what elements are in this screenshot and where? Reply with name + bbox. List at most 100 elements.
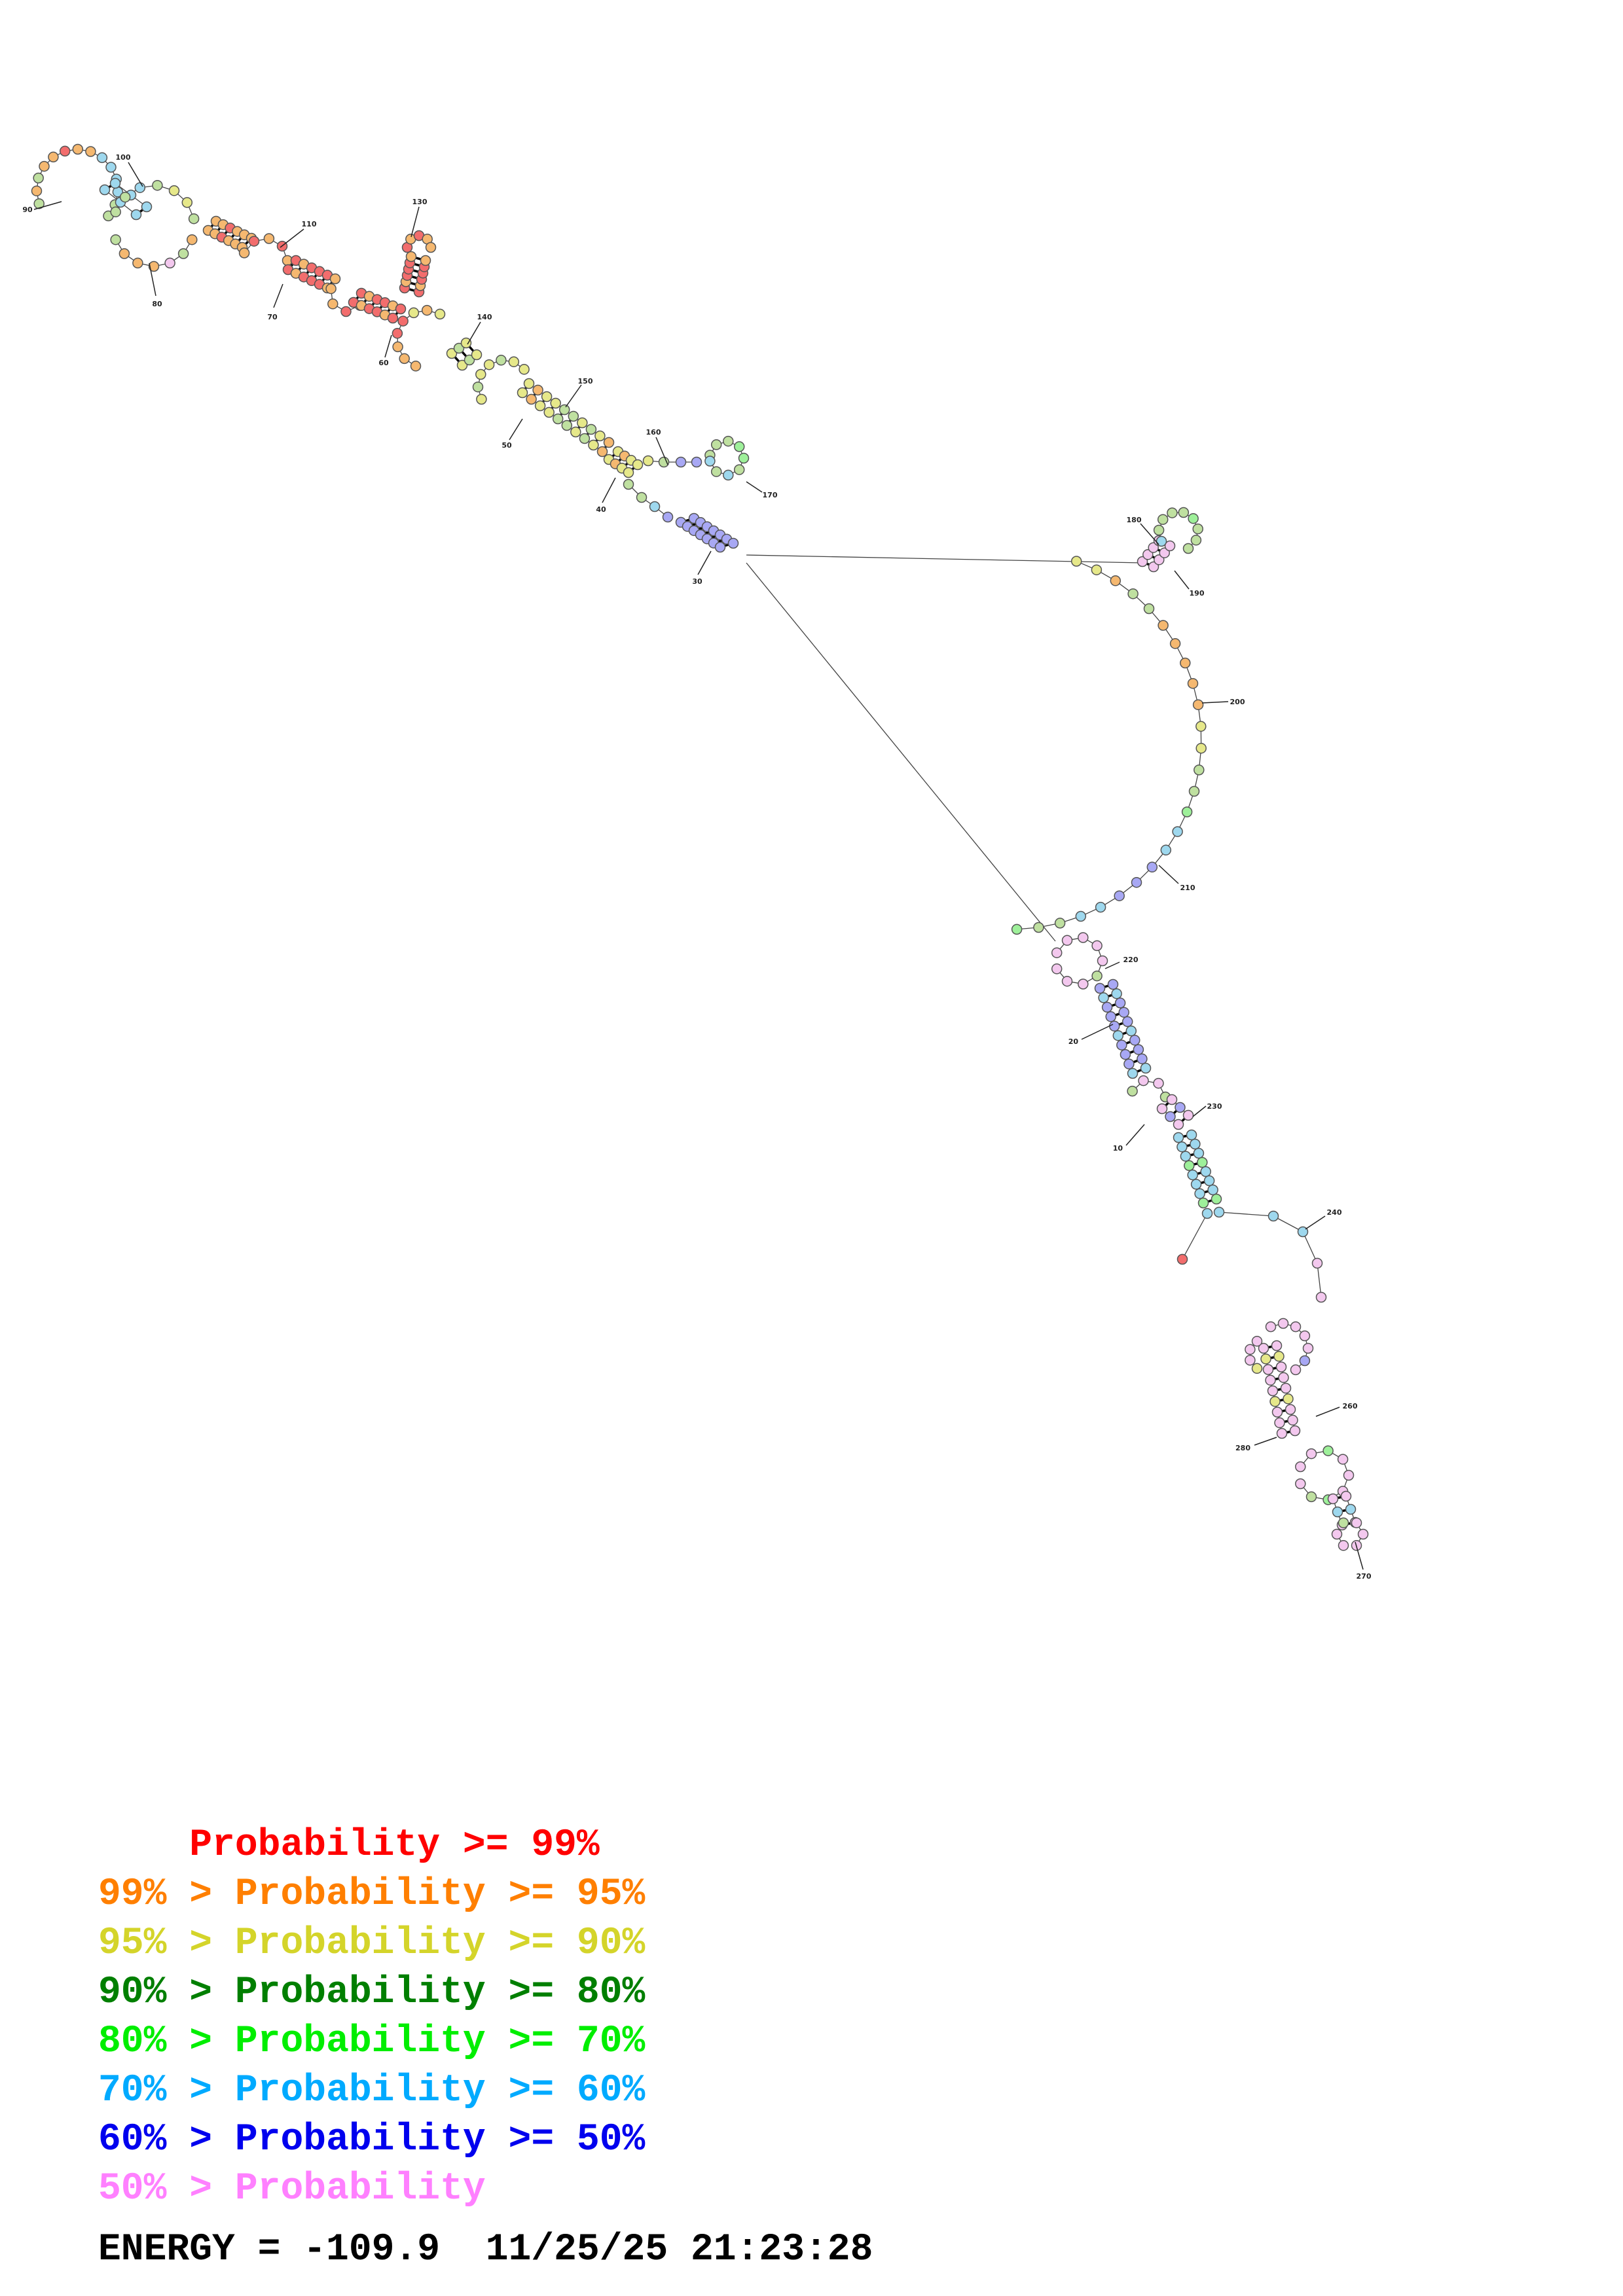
nucleotide [1156,535,1167,547]
nucleotide [105,162,117,173]
nucleotide [1116,1039,1127,1050]
tick-50 [509,418,523,440]
nucleotide [395,303,407,315]
backbone-segment [1302,1231,1318,1264]
nucleotide [1078,978,1089,990]
nt-label-220: 220 [1123,956,1139,964]
nucleotide [1120,1049,1131,1060]
nucleotide [1157,514,1169,525]
nucleotide [1172,826,1183,837]
legend-row-prefix [98,1824,189,1867]
nucleotide [1164,540,1176,552]
tick-110 [280,228,304,248]
backbone-segment [1218,1211,1274,1217]
nucleotide [1262,1364,1274,1375]
legend-row-prefix: 60% > [98,2119,235,2161]
nucleotide [1098,992,1109,1003]
nucleotide [33,172,44,184]
nucleotide [177,248,189,259]
nucleotide [1289,1425,1301,1437]
tick-100 [128,162,143,187]
nucleotide [1295,1461,1306,1473]
tick-10 [1125,1124,1145,1146]
nucleotide [552,413,564,425]
nucleotide [1271,1340,1283,1352]
nucleotide [1327,1493,1339,1505]
nucleotide-layer [31,143,1369,1551]
nucleotide [1265,1374,1276,1386]
nucleotide [1251,1363,1263,1374]
nucleotide [1195,721,1207,732]
tick-210 [1158,865,1179,884]
nucleotide [1265,1321,1277,1333]
nucleotide [1160,844,1172,856]
nucleotide [1340,1490,1352,1502]
nucleotide [1299,1330,1311,1342]
legend-row: Probability >= 99% [98,1821,1080,1870]
nucleotide [471,349,483,361]
nucleotide [691,456,702,468]
tick-40 [602,477,616,503]
nucleotide [1186,1129,1197,1141]
nucleotide [1169,638,1181,649]
nt-label-180: 180 [1127,516,1142,524]
nucleotide [1299,1355,1311,1367]
nucleotide [1331,1528,1343,1540]
nucleotide [188,213,200,224]
tick-240 [1305,1215,1326,1230]
legend-row: 95% > Probability >= 90% [98,1919,1080,1968]
legend-row-label: Probability >= 60% [234,2070,646,2112]
nucleotide [1094,982,1106,994]
nucleotide [446,348,458,359]
nucleotide [1114,890,1125,901]
legend-row-prefix: 99% > [98,1873,235,1916]
energy-timestamp-footer: ENERGY = -109.9 11/25/25 21:23:28 [98,2229,873,2271]
nucleotide [1114,997,1126,1009]
nucleotide [141,201,153,213]
nucleotide [541,391,553,403]
nucleotide [453,342,465,354]
nucleotide [387,312,399,324]
nucleotide [710,439,722,450]
nucleotide [96,152,108,164]
legend-row: 90% > Probability >= 80% [98,1968,1080,2017]
nt-label-110: 110 [302,220,317,228]
nucleotide [1260,1354,1271,1365]
nucleotide [1207,1184,1218,1196]
nucleotide [727,537,739,549]
nucleotide [1091,564,1103,575]
nucleotide [1337,1454,1349,1465]
nucleotide [1122,1016,1133,1028]
nucleotide [568,410,579,422]
nucleotide [1190,1138,1201,1150]
nucleotide [1322,1445,1334,1456]
nucleotide [1276,1427,1288,1439]
tick-70 [273,283,283,308]
nt-label-240: 240 [1327,1208,1342,1217]
nt-label-90: 90 [22,206,33,214]
nucleotide [238,247,250,259]
nucleotide [99,184,111,196]
nucleotide [1285,1404,1296,1415]
nucleotide [496,355,507,366]
nucleotide [187,234,198,245]
nucleotide [623,478,634,490]
nucleotide [329,273,341,285]
nucleotide [1357,1528,1369,1540]
nucleotide [1140,1062,1152,1074]
tick-280 [1254,1437,1277,1446]
nucleotide [1148,561,1159,573]
nucleotide [738,452,750,464]
tick-190 [1174,570,1190,590]
nucleotide [1175,1102,1186,1113]
nucleotide [508,356,520,368]
nucleotide [662,511,674,523]
nucleotide [1200,1166,1211,1177]
tick-180 [1140,523,1159,545]
nucleotide [1201,1208,1213,1219]
nucleotide [603,437,615,448]
legend-row-prefix: 50% > [98,2168,235,2210]
tick-230 [1192,1105,1207,1117]
nucleotide [1148,542,1159,553]
nucleotide [110,234,121,245]
